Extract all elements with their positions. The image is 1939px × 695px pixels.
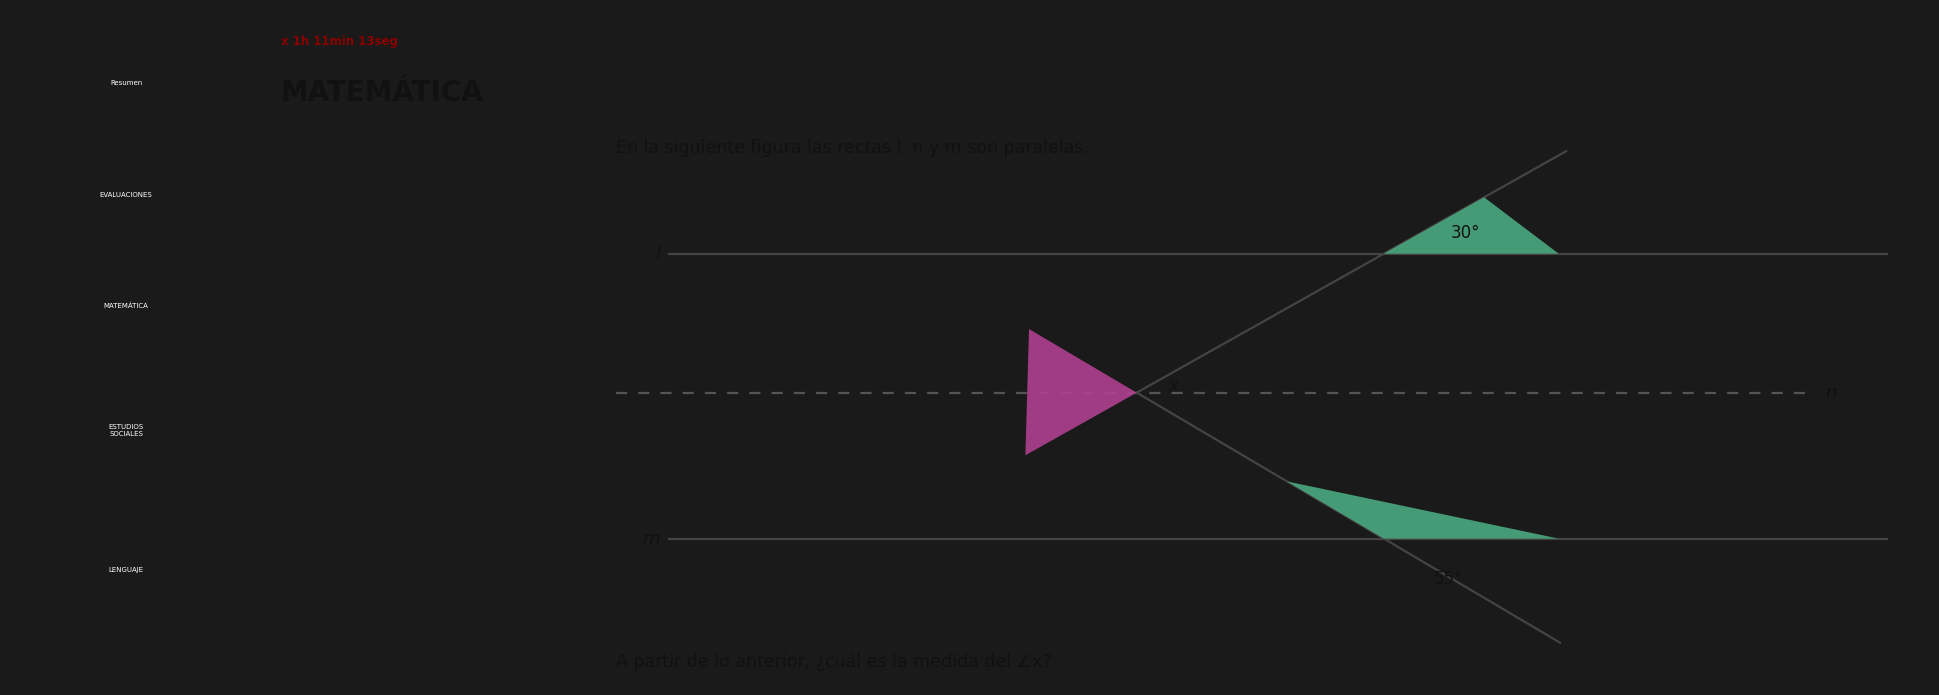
Text: MATEMÁTICA: MATEMÁTICA xyxy=(103,302,149,309)
Text: m: m xyxy=(642,530,659,548)
Text: EVALUACIONES: EVALUACIONES xyxy=(99,192,153,197)
Text: 55°: 55° xyxy=(1433,570,1462,588)
Polygon shape xyxy=(1026,329,1136,455)
Text: x 1h 11min 13seg: x 1h 11min 13seg xyxy=(281,35,397,48)
Polygon shape xyxy=(1383,197,1557,254)
Text: MATEMÁTICA: MATEMÁTICA xyxy=(281,79,483,107)
Text: l: l xyxy=(655,245,659,263)
Polygon shape xyxy=(1286,482,1557,539)
Text: Resumen: Resumen xyxy=(111,81,142,86)
Text: En la siguiente figura las rectas l, n y m son paralelas.: En la siguiente figura las rectas l, n y… xyxy=(615,139,1088,157)
Text: ESTUDIOS
SOCIALES: ESTUDIOS SOCIALES xyxy=(109,425,143,437)
Text: LENGUAJE: LENGUAJE xyxy=(109,567,143,573)
Text: 30°: 30° xyxy=(1450,224,1479,243)
Text: A partir de lo anterior, ¿cuál es la medida del ∠x?: A partir de lo anterior, ¿cuál es la med… xyxy=(615,653,1051,671)
Text: n: n xyxy=(1825,384,1836,402)
Text: x: x xyxy=(1167,377,1177,395)
